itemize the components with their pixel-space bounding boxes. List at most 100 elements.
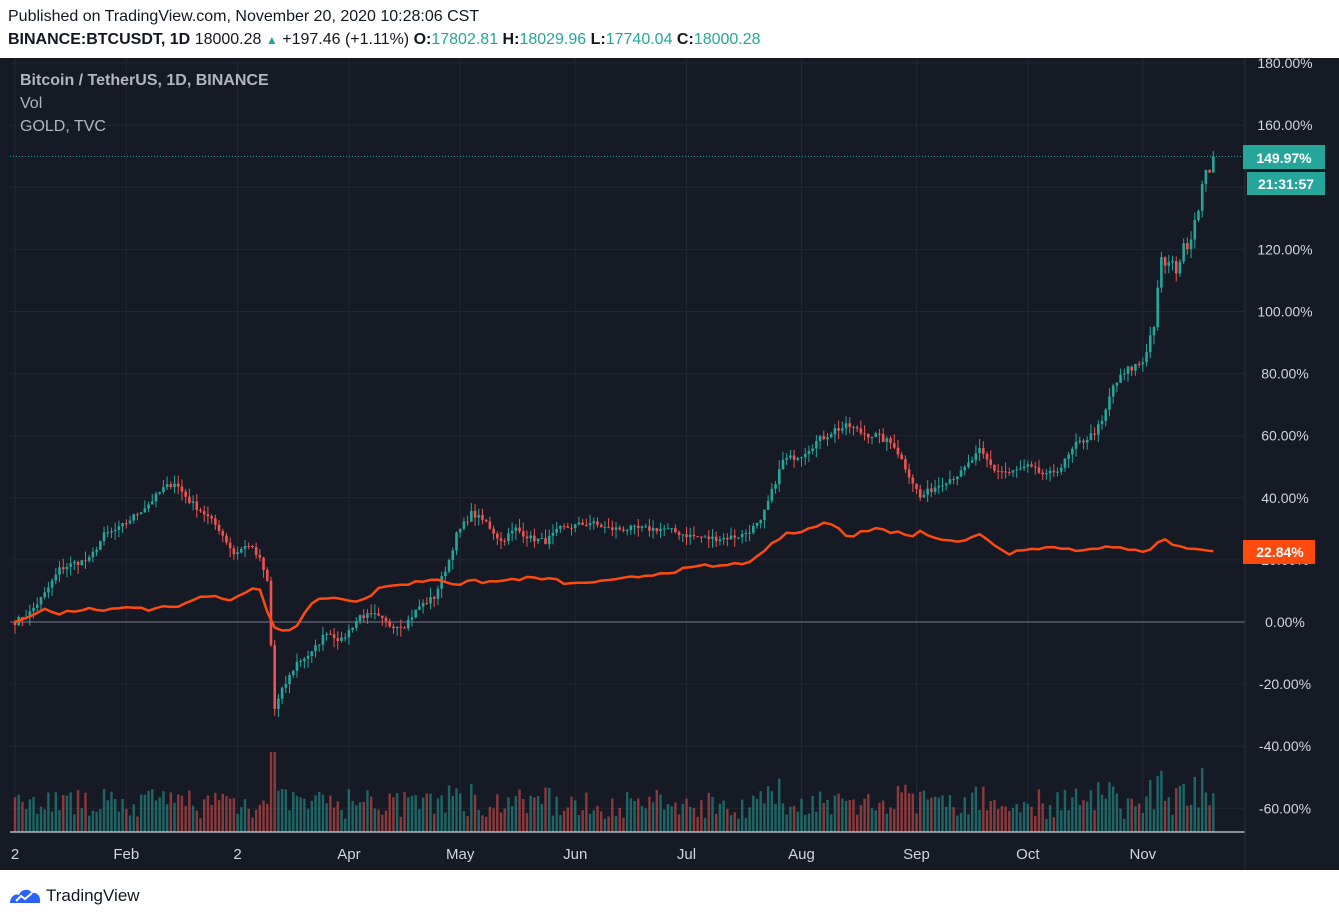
volume-bar — [666, 804, 670, 832]
candle-body — [607, 526, 610, 528]
volume-bar — [1052, 817, 1055, 832]
volume-bar — [433, 813, 436, 832]
volume-bar — [655, 790, 659, 832]
candle-body — [718, 539, 722, 542]
candle-body — [585, 524, 588, 526]
time-axis[interactable]: 2 Feb 2 Apr May Jun Jul Aug Sep Oct Nov — [11, 846, 1157, 863]
candle-body — [1134, 363, 1137, 371]
legend-main-series[interactable]: Bitcoin / TetherUS, 1D, BINANCE — [20, 72, 269, 89]
volume-bar — [214, 792, 217, 832]
high-value: 18029.96 — [519, 31, 587, 48]
volume-bar — [162, 791, 165, 832]
candle-body — [91, 551, 95, 558]
volume-bar — [703, 817, 707, 832]
candle-body — [588, 523, 592, 526]
candle-body — [803, 453, 807, 458]
candle-body — [518, 527, 521, 532]
candle-body — [770, 488, 774, 501]
btc-percent-badge — [1243, 145, 1325, 169]
candle-body — [859, 428, 863, 434]
volume-bar — [674, 802, 677, 832]
published-caption: Published on TradingView.com, November 2… — [8, 8, 480, 25]
volume-bar — [722, 800, 725, 832]
volume-bar — [963, 797, 966, 832]
symbol-name[interactable]: BINANCE:BTCUSDT, 1D — [8, 31, 191, 48]
candle-body — [436, 588, 440, 599]
volume-bar — [58, 809, 61, 832]
price-chart[interactable]: 180.00%160.00%140.00%120.00%100.00%80.00… — [0, 58, 1339, 870]
volume-bar — [1167, 797, 1171, 832]
candle-body — [380, 615, 384, 618]
legend-volume[interactable]: Vol — [20, 95, 43, 112]
volume-bar — [177, 794, 180, 832]
volume-bar — [1149, 780, 1152, 832]
candle-body — [963, 466, 967, 471]
candle-body — [930, 488, 933, 492]
brand-name[interactable]: TradingView — [46, 886, 140, 905]
candle-body — [581, 522, 584, 525]
price-axis[interactable]: 180.00%160.00%140.00%120.00%100.00%80.00… — [1257, 58, 1312, 816]
volume-bar — [258, 804, 262, 832]
volume-bar — [318, 791, 321, 832]
candle-body — [462, 521, 466, 529]
candle-body — [1037, 467, 1041, 473]
candle-body — [733, 535, 737, 538]
candle-body — [418, 606, 421, 610]
candle-body — [258, 554, 262, 558]
volume-bar — [815, 811, 818, 832]
volume-bar — [132, 804, 135, 832]
candle-body — [473, 510, 477, 518]
volume-bar — [421, 797, 425, 832]
candle-body — [985, 453, 989, 460]
price-axis-label: 160.00% — [1257, 117, 1312, 133]
candle-body — [355, 621, 358, 628]
candle-body — [21, 617, 24, 619]
candle-body — [195, 501, 199, 510]
candle-body — [265, 569, 269, 581]
candle-body — [150, 501, 154, 505]
volume-bar — [830, 814, 833, 832]
candle-body — [217, 524, 221, 531]
candle-body — [1033, 466, 1037, 468]
countdown-value: 21:31:57 — [1258, 176, 1314, 192]
candle-body — [867, 434, 870, 438]
volume-bar — [859, 805, 863, 832]
candle-body — [662, 528, 666, 530]
candle-body — [1130, 366, 1134, 371]
candle-body — [503, 540, 507, 542]
volume-bar — [1026, 803, 1030, 832]
candle-body — [551, 532, 555, 536]
volume-bar — [1041, 803, 1044, 832]
price-axis-label: 100.00% — [1257, 304, 1312, 320]
candle-body — [73, 561, 76, 564]
volume-bar — [84, 792, 87, 832]
volume-bar — [592, 810, 595, 832]
volume-bar — [254, 809, 258, 832]
volume-bar — [818, 791, 822, 832]
volume-bar — [763, 803, 766, 832]
volume-bar — [381, 814, 384, 832]
candle-body — [299, 660, 302, 662]
volume-bar — [284, 789, 288, 832]
candle-body — [507, 533, 510, 541]
candle-body — [280, 687, 284, 699]
legend-compare-series[interactable]: GOLD, TVC — [20, 118, 106, 135]
candle-body — [822, 436, 826, 440]
candle-body — [447, 559, 451, 572]
volume-bar — [607, 816, 610, 832]
volume-bar — [292, 792, 295, 832]
candle-body — [455, 532, 458, 551]
candle-body — [147, 504, 150, 509]
volume-bar — [878, 802, 881, 832]
volume-bar — [1171, 814, 1174, 832]
volume-bar — [102, 788, 106, 832]
candle-body — [132, 514, 136, 521]
candle-body — [918, 489, 922, 498]
volume-bar — [1193, 776, 1196, 832]
candle-body — [291, 670, 295, 676]
volume-bar — [726, 809, 729, 832]
volume-bar — [677, 814, 681, 832]
volume-bar — [551, 815, 555, 832]
candle-body — [952, 479, 955, 481]
candle-body — [87, 557, 91, 561]
